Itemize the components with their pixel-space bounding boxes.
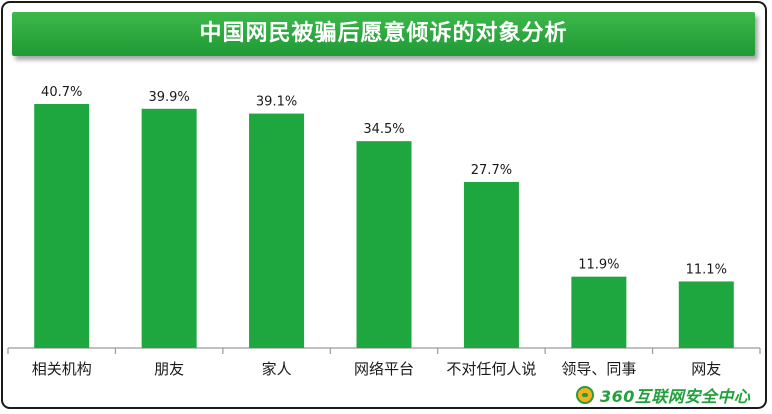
data-label: 39.1% — [256, 95, 297, 110]
bar — [678, 281, 734, 348]
data-label: 39.9% — [148, 90, 189, 105]
data-label: 34.5% — [363, 122, 404, 137]
chart-title: 中国网民被骗后愿意倾诉的对象分析 — [199, 21, 568, 46]
logo-icon — [576, 386, 594, 404]
category-label: 家人 — [262, 360, 292, 378]
bar — [463, 181, 519, 348]
data-label: 11.9% — [578, 258, 619, 273]
bar — [34, 104, 90, 348]
bar — [356, 141, 412, 348]
category-label: 朋友 — [154, 360, 184, 378]
logo-text: 360互联网安全中心 — [600, 387, 751, 406]
category-label: 网络平台 — [354, 360, 414, 378]
category-label: 领导、同事 — [561, 360, 636, 378]
category-label: 不对任何人说 — [446, 360, 536, 378]
data-label: 40.7% — [41, 85, 82, 100]
title-banner: 中国网民被骗后愿意倾诉的对象分析 — [12, 12, 755, 56]
bar — [249, 113, 305, 349]
category-label: 相关机构 — [32, 360, 92, 378]
bar — [571, 276, 627, 348]
bar — [141, 108, 197, 348]
data-label: 27.7% — [471, 163, 512, 178]
data-label: 11.1% — [686, 262, 727, 277]
brand-logo: 360互联网安全中心 — [576, 385, 751, 406]
category-label: 网友 — [691, 360, 721, 378]
